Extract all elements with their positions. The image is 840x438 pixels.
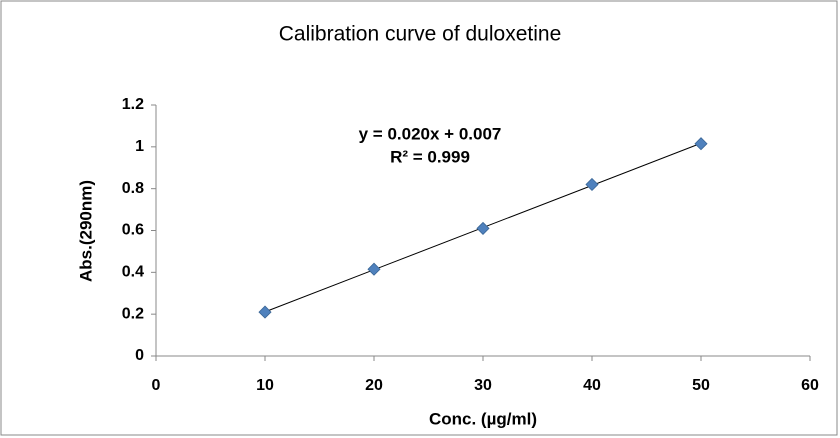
y-tick-label: 0.8 xyxy=(122,180,144,197)
x-tick-label: 50 xyxy=(692,377,710,394)
data-point xyxy=(367,262,381,276)
y-tick-label: 0.6 xyxy=(122,222,144,239)
x-tick-label: 10 xyxy=(256,377,274,394)
data-point xyxy=(585,177,599,192)
y-tick-label: 1.2 xyxy=(122,96,144,113)
x-tick-label: 60 xyxy=(801,377,819,394)
x-tick-label: 30 xyxy=(474,377,492,394)
equation: y = 0.020x + 0.007 xyxy=(359,124,502,143)
chart-title: Calibration curve of duloxetine xyxy=(279,23,562,46)
y-tick-label: 0 xyxy=(135,347,144,364)
x-tick-label: 0 xyxy=(152,377,161,394)
y-tick-label: 1 xyxy=(135,138,144,155)
y-axis-label: Abs.(290nm) xyxy=(76,180,95,282)
x-axis-label: Conc. (µg/ml) xyxy=(429,409,537,428)
r-squared: R² = 0.999 xyxy=(390,147,470,166)
x-tick-label: 20 xyxy=(365,377,383,394)
y-tick-label: 0.2 xyxy=(122,305,144,322)
data-point xyxy=(694,137,708,151)
y-tick-label: 0.4 xyxy=(122,264,144,281)
data-point xyxy=(476,221,490,235)
x-tick-label: 40 xyxy=(583,377,601,394)
data-point xyxy=(258,305,272,319)
